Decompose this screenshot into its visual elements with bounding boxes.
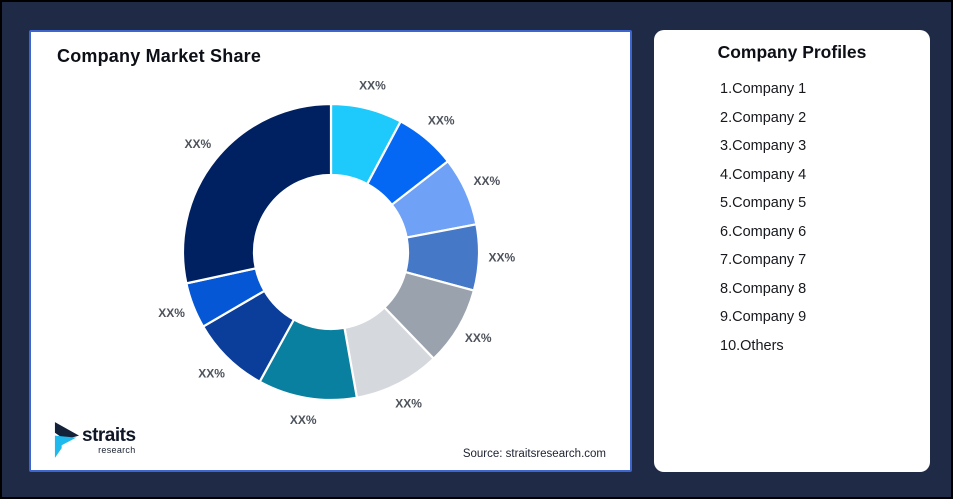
segment-percent-label: XX% — [474, 174, 501, 188]
straits-logo-icon — [54, 422, 80, 458]
segment-percent-label: XX% — [395, 397, 422, 411]
market-share-card: Company Market Share XX% XX% XX% XX% XX% XX% X… — [29, 30, 632, 472]
donut-segment-others — [181, 102, 333, 285]
segment-percent-label: XX% — [158, 306, 185, 320]
segment-percent-label: XX% — [465, 331, 492, 345]
segment-percent-label: XX% — [428, 113, 455, 127]
logo-brand-name: straits — [82, 425, 136, 446]
segment-percent-label: XX% — [198, 367, 225, 381]
straits-logo: straits research — [53, 419, 136, 460]
list-item: 7.Company 7 — [720, 252, 807, 268]
list-item: 10.Others — [720, 337, 784, 354]
source-attribution: Source: straitsresearch.com — [462, 448, 606, 460]
donut-chart: XX% XX% XX% XX% XX% XX% XX% XX% XX% XX% — [158, 78, 516, 427]
list-item: 4.Company 4 — [720, 166, 807, 183]
list-item: 5.Company 5 — [720, 195, 807, 211]
logo-brand-sub: research — [98, 445, 136, 455]
list-item: 1.Company 1 — [720, 81, 807, 97]
segment-percent-label: XX% — [290, 413, 317, 427]
company-profiles-card: Company Profiles 1.Company 1 2.Company 2 3… — [654, 30, 930, 472]
list-item: 9.Company 9 — [720, 309, 807, 325]
chart-title: Company Market Share — [57, 46, 262, 66]
list-item: 3.Company 3 — [720, 138, 807, 154]
logo-mark-bottom — [54, 435, 77, 458]
segment-percent-label: XX% — [359, 78, 386, 92]
segment-percent-label: XX% — [185, 137, 212, 151]
list-item: 6.Company 6 — [720, 223, 807, 240]
profiles-title: Company Profiles — [717, 42, 867, 62]
straits-logo-text: straits research — [82, 426, 136, 455]
list-item: 2.Company 2 — [720, 109, 807, 126]
company-list: 1.Company 1 2.Company 2 3.Company 3 4.Compa… — [654, 75, 930, 360]
logo-mark-top — [54, 422, 80, 440]
segment-percent-label: XX% — [489, 251, 516, 265]
list-item: 8.Company 8 — [720, 280, 807, 297]
